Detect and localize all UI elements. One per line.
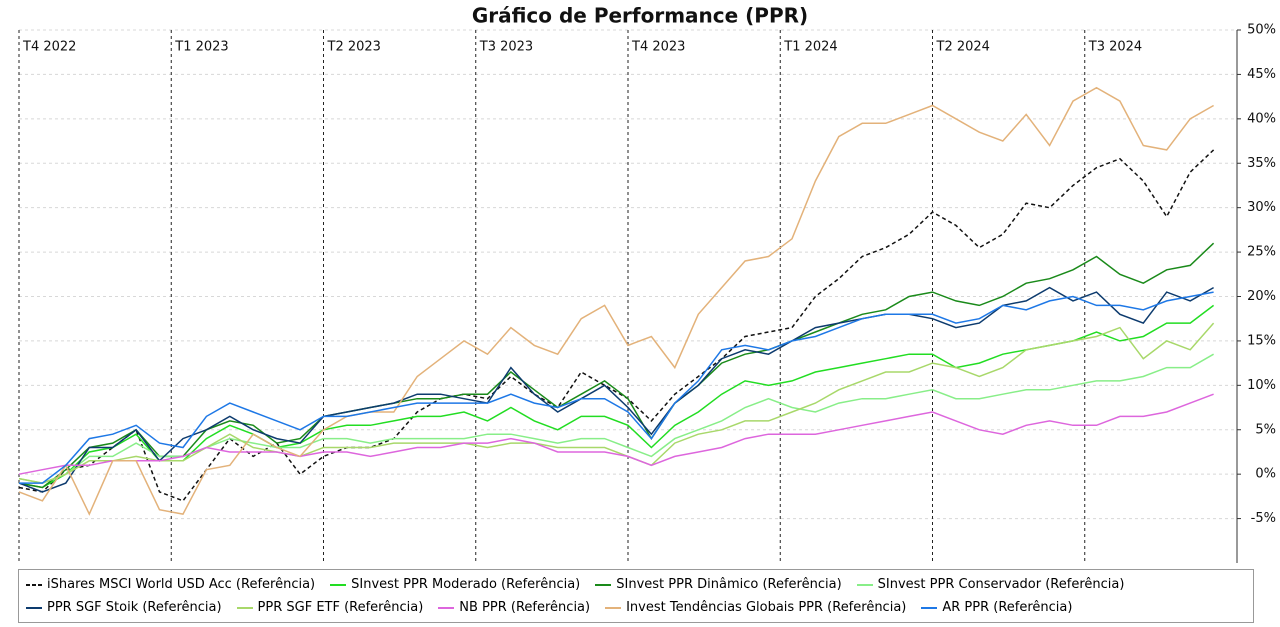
legend-swatch xyxy=(605,606,622,609)
series-line xyxy=(18,353,1214,484)
legend-swatch xyxy=(921,606,938,609)
x-tick-label: T4 2023 xyxy=(631,40,685,55)
legend-swatch xyxy=(26,606,42,609)
series-line xyxy=(18,242,1215,489)
x-tick-label: T1 2024 xyxy=(783,40,837,55)
series-line xyxy=(19,291,1214,484)
legend-label: iShares MSCI World USD Acc (Referência) xyxy=(47,577,316,592)
legend-label: SInvest PPR Moderado (Referência) xyxy=(351,577,581,592)
x-tick-label: T4 2022 xyxy=(22,40,76,55)
series-line xyxy=(18,304,1215,489)
legend-label: PPR SGF ETF (Referência) xyxy=(257,600,424,615)
series-line xyxy=(18,393,1214,475)
legend-item: AR PPR (Referência) xyxy=(920,596,1072,619)
chart: Gráfico de Performance (PPR) -5% 0% 5% 10% 1… xyxy=(18,4,1276,563)
y-tick-label: 45% xyxy=(1247,67,1276,82)
legend-label: PPR SGF Stoik (Referência) xyxy=(47,600,222,615)
legend-item: PPR SGF Stoik (Referência) xyxy=(25,596,222,619)
y-tick-label: -5% xyxy=(1251,511,1276,526)
legend-item: PPR SGF ETF (Referência) xyxy=(236,596,424,619)
y-tick-label: 25% xyxy=(1247,245,1276,260)
legend-swatch xyxy=(438,606,455,609)
legend-label: Invest Tendências Globais PPR (Referênci… xyxy=(626,600,907,615)
legend-swatch xyxy=(26,583,42,586)
x-tick-label: T3 2023 xyxy=(479,40,533,55)
y-tick-label: 15% xyxy=(1247,333,1276,348)
y-tick-label: 10% xyxy=(1247,378,1276,393)
y-tick-label: 0% xyxy=(1255,467,1276,482)
legend-item: iShares MSCI World USD Acc (Referência) xyxy=(25,573,315,596)
legend-swatch xyxy=(236,606,253,609)
legend-item: Invest Tendências Globais PPR (Referênci… xyxy=(604,596,906,619)
legend-item: SInvest PPR Moderado (Referência) xyxy=(329,573,580,596)
legend-label: SInvest PPR Conservador (Referência) xyxy=(877,577,1125,592)
y-tick-label: 30% xyxy=(1247,200,1276,215)
legend-item: NB PPR (Referência) xyxy=(437,596,590,619)
x-tick-label: T3 2024 xyxy=(1088,40,1142,55)
legend-item: SInvest PPR Dinâmico (Referência) xyxy=(594,573,842,596)
series-line xyxy=(18,322,1215,484)
x-tick-label: T2 2024 xyxy=(936,40,990,55)
series-line xyxy=(18,149,1215,502)
legend-label: AR PPR (Referência) xyxy=(942,600,1073,615)
legend-item: SInvest PPR Conservador (Referência) xyxy=(856,573,1125,596)
y-tick-label: 5% xyxy=(1255,422,1276,437)
y-tick-label: 40% xyxy=(1247,111,1276,126)
series-line xyxy=(18,286,1214,493)
y-tick-label: 20% xyxy=(1247,289,1276,304)
legend-swatch xyxy=(595,583,612,586)
legend: iShares MSCI World USD Acc (Referência) S… xyxy=(18,569,1254,623)
series-line xyxy=(18,86,1214,516)
legend-swatch xyxy=(330,583,347,586)
x-tick-label: T1 2023 xyxy=(174,40,228,55)
legend-label: NB PPR (Referência) xyxy=(459,600,591,615)
chart-title: Gráfico de Performance (PPR) xyxy=(472,4,808,28)
y-tick-label: 50% xyxy=(1247,23,1276,38)
y-tick-label: 35% xyxy=(1247,156,1276,171)
legend-label: SInvest PPR Dinâmico (Referência) xyxy=(616,577,842,592)
x-tick-label: T2 2023 xyxy=(327,40,381,55)
legend-swatch xyxy=(856,583,873,586)
